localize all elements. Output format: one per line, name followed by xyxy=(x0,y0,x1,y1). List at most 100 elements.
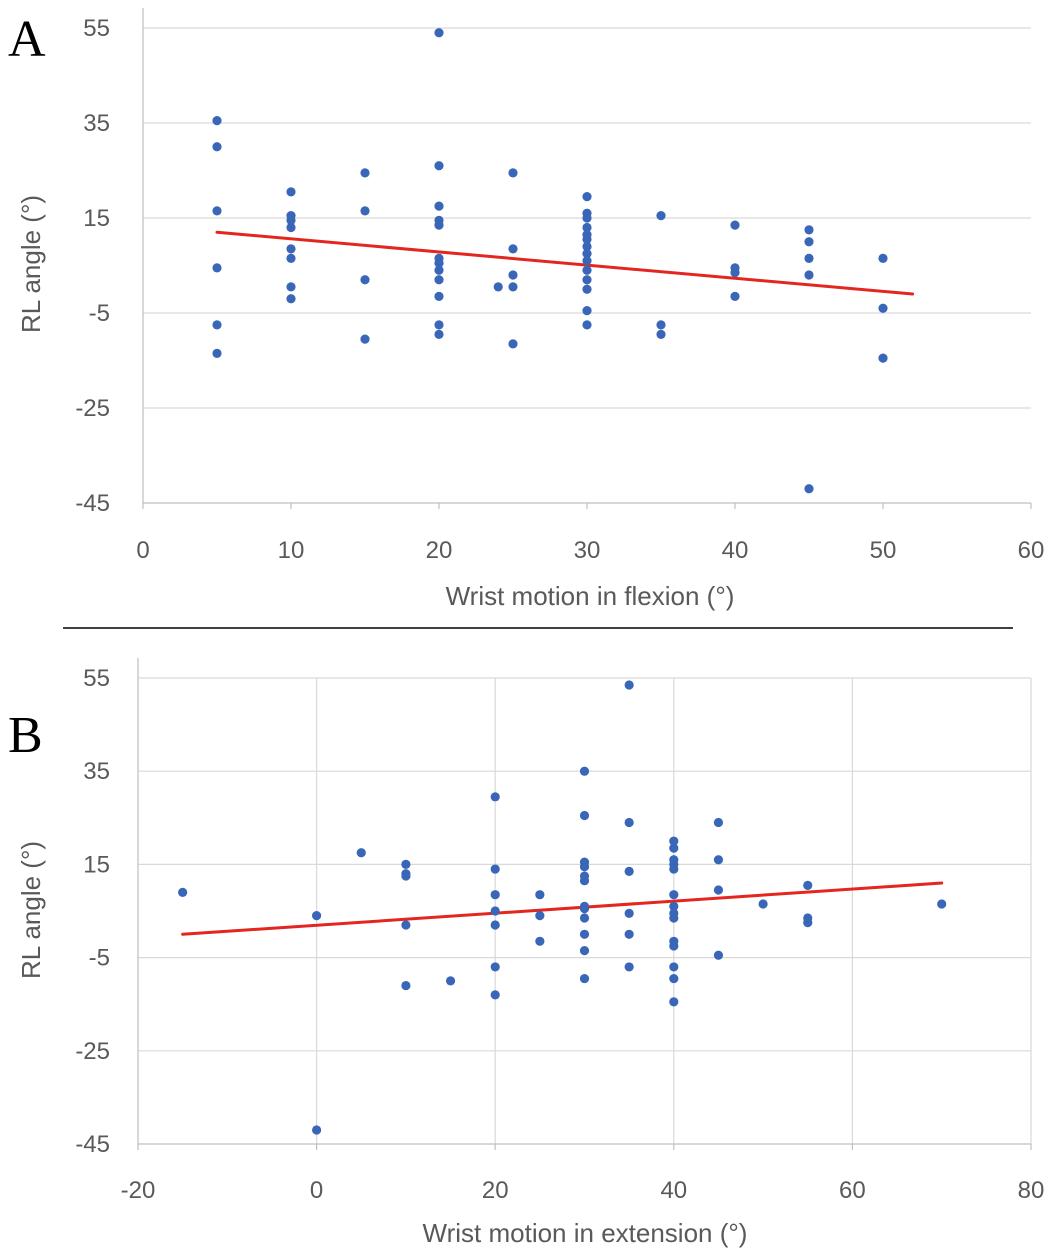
data-point xyxy=(579,913,590,923)
data-point xyxy=(360,275,370,285)
data-point xyxy=(669,913,679,923)
data-point xyxy=(434,265,444,275)
data-point xyxy=(508,282,518,292)
data-point xyxy=(582,241,592,252)
x-tick-label: 20 xyxy=(426,537,453,564)
data-point xyxy=(582,320,592,330)
data-point xyxy=(579,862,590,872)
data-point xyxy=(508,339,518,349)
data-point xyxy=(490,906,500,916)
data-point xyxy=(360,206,370,216)
x-axis-title-a: Wrist motion in flexion (°) xyxy=(446,581,735,611)
x-tick-label: 50 xyxy=(870,537,897,564)
data-point xyxy=(579,904,590,914)
data-point xyxy=(286,244,296,254)
data-point xyxy=(212,320,222,330)
x-tick-label: 0 xyxy=(310,1177,323,1204)
data-point xyxy=(669,962,679,972)
data-point xyxy=(730,291,740,301)
data-point xyxy=(624,866,634,876)
data-point xyxy=(624,962,634,972)
data-point xyxy=(286,215,296,225)
data-point xyxy=(624,908,634,918)
data-point xyxy=(445,976,456,986)
data-point xyxy=(490,920,500,930)
data-point xyxy=(434,329,444,339)
data-point xyxy=(730,268,740,278)
data-point xyxy=(582,284,592,294)
data-point xyxy=(656,211,666,221)
data-point xyxy=(582,222,592,233)
y-tick-label: 35 xyxy=(83,110,110,137)
points-b xyxy=(178,680,947,1135)
data-point xyxy=(508,244,518,254)
data-point xyxy=(508,168,518,178)
data-point xyxy=(669,890,679,900)
x-tick-labels-b: -20 0 20 40 60 80 xyxy=(121,1177,1045,1204)
y-tick-label: 55 xyxy=(83,665,110,692)
x-axis-title-b: Wrist motion in extension (°) xyxy=(423,1218,748,1248)
data-point xyxy=(579,876,590,886)
data-point xyxy=(579,946,590,956)
data-point xyxy=(286,187,296,197)
data-point xyxy=(669,864,679,874)
trendline-b xyxy=(181,881,944,936)
data-point xyxy=(286,222,296,233)
panel-label-a: A xyxy=(8,11,46,68)
x-tick-label: 10 xyxy=(278,537,305,564)
data-point xyxy=(535,890,545,900)
data-point xyxy=(212,206,222,216)
data-point xyxy=(878,303,888,313)
data-point xyxy=(669,973,679,984)
data-point xyxy=(582,249,592,259)
data-point xyxy=(582,192,592,202)
data-point xyxy=(730,220,740,230)
y-tick-label: -25 xyxy=(75,395,110,422)
y-axis-title-a: RL angle (°) xyxy=(16,195,46,333)
data-point xyxy=(804,270,814,280)
data-point xyxy=(212,116,222,126)
y-tick-label: -45 xyxy=(75,490,110,517)
chart-panel-a: A 0 10 20 30 40 50 60 55 35 15 -5 -25 -45 Wrist mot… xyxy=(8,8,1044,611)
data-point xyxy=(212,263,222,273)
data-point xyxy=(582,234,592,244)
data-point xyxy=(286,282,296,292)
trendline xyxy=(181,881,944,936)
data-point xyxy=(713,817,724,828)
data-point xyxy=(286,253,296,263)
data-point xyxy=(434,201,444,211)
data-point xyxy=(803,918,813,928)
data-point xyxy=(434,28,444,38)
x-tick-label: 40 xyxy=(722,537,749,564)
data-point xyxy=(212,142,222,152)
data-point xyxy=(579,766,590,776)
data-point xyxy=(493,282,503,292)
data-point xyxy=(579,973,590,984)
data-point xyxy=(804,484,814,494)
data-point xyxy=(535,936,545,946)
data-point xyxy=(803,880,813,890)
points-a xyxy=(212,28,888,494)
data-point xyxy=(508,270,518,280)
x-tick-label: 80 xyxy=(1018,1177,1045,1204)
data-point xyxy=(490,990,500,1000)
data-point xyxy=(669,901,679,911)
y-tick-label: -25 xyxy=(75,1038,110,1065)
data-point xyxy=(582,306,592,316)
data-point xyxy=(669,836,679,846)
data-point xyxy=(713,950,724,960)
data-point xyxy=(401,859,411,870)
data-point xyxy=(434,291,444,301)
y-tick-label: -5 xyxy=(89,300,110,327)
data-point xyxy=(401,980,411,991)
data-point xyxy=(624,929,634,939)
data-point xyxy=(434,161,444,171)
x-tick-label: -20 xyxy=(121,1177,156,1204)
data-point xyxy=(669,941,679,951)
data-point xyxy=(582,213,592,223)
x-tick-label: 0 xyxy=(136,537,149,564)
data-point xyxy=(713,855,724,865)
data-point xyxy=(579,929,590,939)
data-point xyxy=(535,911,545,921)
